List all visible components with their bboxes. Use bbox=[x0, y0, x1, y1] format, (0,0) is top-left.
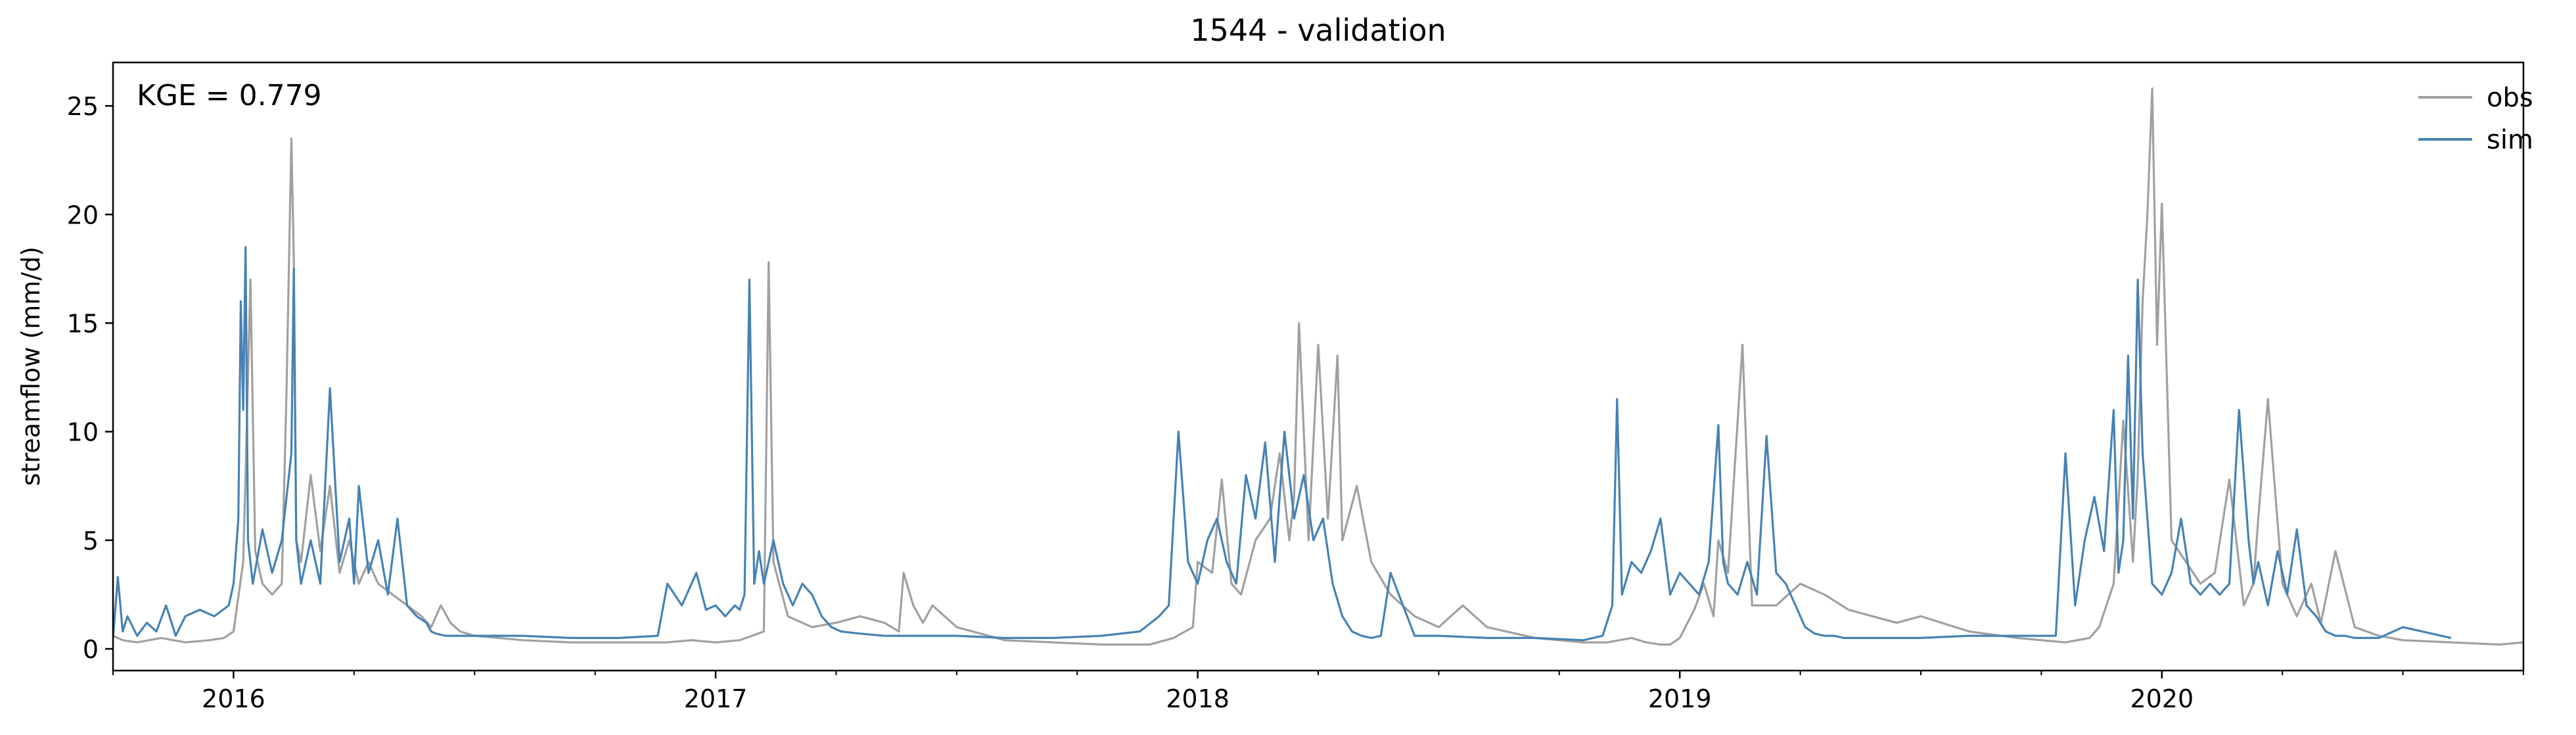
kge-annotation: KGE = 0.779 bbox=[137, 79, 322, 112]
x-tick-label: 2018 bbox=[1166, 684, 1230, 713]
y-tick-label: 20 bbox=[67, 201, 99, 229]
legend-obs-label: obs bbox=[2487, 83, 2533, 113]
x-tick-label: 2019 bbox=[1648, 684, 1712, 713]
y-tick-label: 15 bbox=[67, 309, 99, 338]
x-tick-label: 2016 bbox=[202, 684, 265, 713]
y-tick-label: 25 bbox=[67, 92, 99, 121]
legend: obs sim bbox=[2418, 83, 2533, 155]
y-tick-label: 5 bbox=[83, 527, 99, 556]
series-layer bbox=[113, 87, 2523, 646]
y-axis-ticks: 0 5 10 15 20 25 bbox=[67, 92, 113, 664]
series-sim bbox=[113, 246, 2452, 642]
x-axis-ticks: 2016 2017 2018 2019 2020 bbox=[112, 671, 2524, 713]
x-tick-label: 2017 bbox=[684, 684, 748, 713]
legend-sim-label: sim bbox=[2487, 125, 2533, 155]
plot-frame bbox=[112, 61, 2525, 672]
y-tick-label: 10 bbox=[67, 418, 99, 447]
series-obs bbox=[113, 87, 2523, 646]
x-tick-label: 2020 bbox=[2130, 684, 2194, 713]
chart-title: 1544 - validation bbox=[1190, 12, 1446, 48]
y-axis-label: streamflow (mm/d) bbox=[16, 247, 45, 486]
y-tick-label: 0 bbox=[83, 635, 99, 664]
